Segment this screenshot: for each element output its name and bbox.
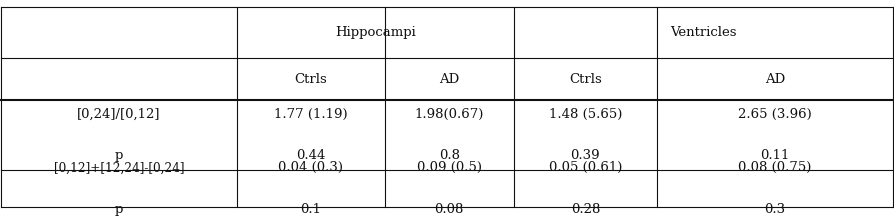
Text: 0.11: 0.11 xyxy=(761,149,789,162)
Text: AD: AD xyxy=(765,73,785,86)
Text: 0.39: 0.39 xyxy=(570,149,600,162)
Text: 0.3: 0.3 xyxy=(764,203,786,216)
Text: 0.28: 0.28 xyxy=(570,203,600,216)
Text: 0.08: 0.08 xyxy=(434,203,464,216)
Text: Ctrls: Ctrls xyxy=(569,73,602,86)
Text: 0.08 (0.75): 0.08 (0.75) xyxy=(738,161,812,174)
Text: 1.48 (5.65): 1.48 (5.65) xyxy=(549,108,622,121)
Text: [0,12]+[12,24]-[0,24]: [0,12]+[12,24]-[0,24] xyxy=(54,161,184,174)
Text: 0.09 (0.5): 0.09 (0.5) xyxy=(417,161,482,174)
Text: 2.65 (3.96): 2.65 (3.96) xyxy=(738,108,812,121)
Text: 1.77 (1.19): 1.77 (1.19) xyxy=(274,108,348,121)
Text: Hippocampi: Hippocampi xyxy=(335,26,416,39)
Text: 0.1: 0.1 xyxy=(300,203,321,216)
Text: 0.05 (0.61): 0.05 (0.61) xyxy=(549,161,622,174)
Text: [0,24]/[0,12]: [0,24]/[0,12] xyxy=(77,108,161,121)
Text: Ventricles: Ventricles xyxy=(670,26,737,39)
Text: p: p xyxy=(114,203,123,216)
Text: 0.8: 0.8 xyxy=(439,149,460,162)
Text: AD: AD xyxy=(439,73,460,86)
Text: 0.04 (0.3): 0.04 (0.3) xyxy=(278,161,343,174)
Text: p: p xyxy=(114,149,123,162)
Text: 0.44: 0.44 xyxy=(296,149,325,162)
Text: 1.98(0.67): 1.98(0.67) xyxy=(415,108,484,121)
Text: Ctrls: Ctrls xyxy=(294,73,327,86)
